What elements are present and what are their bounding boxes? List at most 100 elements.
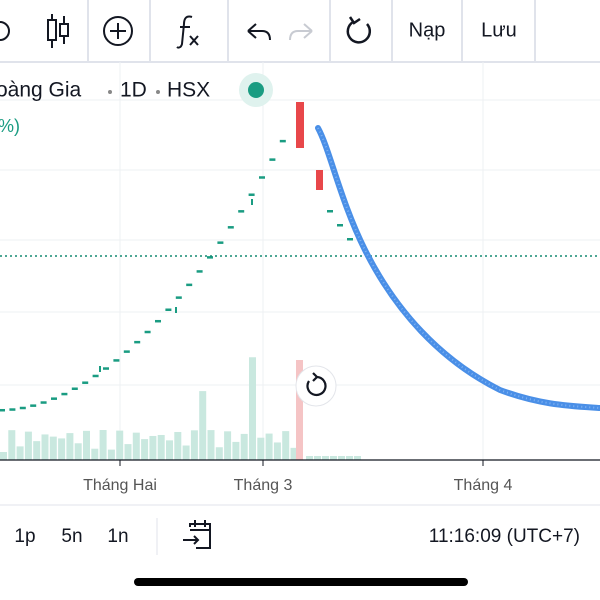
candle-up [347,238,353,241]
candle-up [123,350,130,353]
reset-icon[interactable] [346,16,372,44]
status-dot[interactable] [248,82,264,98]
volume-bar [224,431,232,460]
volume-bar [306,456,313,460]
candle-up [9,408,16,411]
load-button[interactable]: Nạp [409,19,446,41]
redo-icon[interactable] [289,23,313,41]
volume-bar [232,441,240,460]
candle-up [40,401,47,404]
volume-bar [207,430,215,460]
volume-bar [338,456,345,460]
volume-bar [157,434,165,460]
volume-bar [0,452,7,460]
volume-bar [83,430,90,460]
add-indicator-icon[interactable] [103,16,133,46]
volume-bar [16,446,24,460]
candle-up [217,241,224,244]
volume-bar [116,430,124,460]
volume-bar [273,442,281,460]
volume-bar [8,430,16,460]
volume-bar [58,438,66,460]
candle-up [82,381,89,384]
candle-up [71,387,78,390]
volume-bar [124,444,132,460]
volume-bar [199,391,207,460]
volume-bar [166,440,173,460]
change: %) [0,116,20,136]
candle-up [51,397,57,400]
x-ticks [119,460,484,466]
candle-up [144,330,151,334]
brush-texture [317,127,600,409]
candle-up [238,210,245,213]
volume-bar [322,456,329,460]
candle-up [19,406,26,410]
candle-up [92,374,99,378]
volume-bar [49,436,57,460]
volume-bar [314,456,321,460]
candle-up [248,193,255,196]
volume-bar [296,360,303,460]
volume-bar [24,431,32,460]
volume-bar [282,431,290,460]
x-label: Tháng Hai [83,477,157,494]
dot [108,90,112,94]
range-button[interactable]: 5n [61,526,82,547]
candle-up [269,158,276,161]
volume-bar [149,435,157,460]
candle-up [113,359,120,362]
candle-up [61,392,68,396]
clock[interactable]: 11:16:09 (UTC+7) [429,526,580,547]
toolbar [0,0,600,63]
candle-up [175,296,182,299]
candle-up [259,176,265,179]
volume-bar [354,456,361,460]
volume-bar [74,443,82,460]
dot [156,90,160,94]
candle-up [207,256,213,259]
formula-icon[interactable] [176,15,199,49]
goto-date-icon[interactable] [183,520,211,549]
volume-bar [182,445,190,460]
volume-bar [107,449,115,460]
candle-icon[interactable] [47,14,69,48]
undo-icon[interactable] [247,23,271,41]
candle-up [337,224,343,227]
candle-up [196,270,203,273]
reset-button[interactable] [295,365,337,407]
range-button[interactable]: 1p [14,526,35,547]
candle-up [134,340,141,344]
volume-bar [240,433,248,460]
partial-icon [0,21,10,41]
volume-bar [41,434,49,460]
volume-bar [290,447,298,460]
symbol-name: oàng Gia [0,79,82,102]
interval: 1D [120,79,147,102]
volume-bar [91,448,99,460]
candle-up [30,404,37,407]
volume-bar [215,447,223,460]
candle-up [103,367,109,370]
volume-bar [132,432,140,460]
candle-up [227,226,234,229]
candle-down [296,102,304,148]
volume-bar [249,357,256,460]
volume-bar [190,430,198,460]
volume-bar [99,430,107,460]
volume-bar [174,431,182,460]
reset-glyph [306,372,327,397]
home-indicator [134,578,468,586]
x-label: Tháng 4 [454,477,513,494]
candle-down [316,170,323,190]
save-button[interactable]: Lưu [481,19,517,41]
candle-up [186,283,193,287]
volume-bar [257,437,265,460]
range-button[interactable]: 1n [107,526,128,547]
volume [0,357,361,460]
candles [0,139,353,412]
volume-bar [330,456,337,460]
exchange: HSX [167,79,210,102]
